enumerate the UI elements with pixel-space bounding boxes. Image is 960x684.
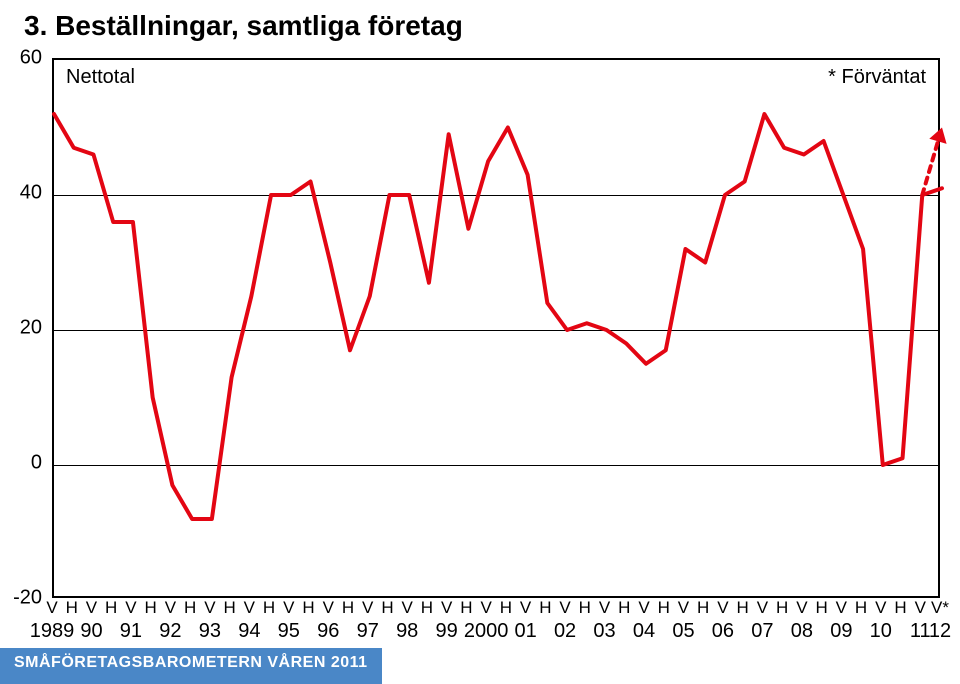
x-vh-label: H bbox=[342, 598, 354, 618]
y-tick-label: 60 bbox=[20, 47, 42, 70]
x-vh-label: V* bbox=[931, 598, 949, 618]
x-year-label: 09 bbox=[830, 620, 852, 643]
x-vh-label: H bbox=[618, 598, 630, 618]
x-vh-label: H bbox=[145, 598, 157, 618]
x-vh-label: H bbox=[737, 598, 749, 618]
x-vh-label: H bbox=[302, 598, 314, 618]
x-year-label: 11 bbox=[910, 620, 931, 643]
x-vh-label: H bbox=[421, 598, 433, 618]
x-vh-label: H bbox=[500, 598, 512, 618]
x-vh-label: V bbox=[520, 598, 531, 618]
x-vh-label: V bbox=[362, 598, 373, 618]
x-year-label: 07 bbox=[751, 620, 773, 643]
x-year-label: 94 bbox=[238, 620, 260, 643]
x-vh-label: V bbox=[757, 598, 768, 618]
x-vh-label: V bbox=[86, 598, 97, 618]
x-vh-label: V bbox=[480, 598, 491, 618]
footer-bar: SMÅFÖRETAGSBAROMETERN VÅREN 2011 bbox=[0, 648, 382, 684]
line-series bbox=[54, 60, 942, 600]
x-vh-label: V bbox=[915, 598, 926, 618]
x-vh-label: V bbox=[283, 598, 294, 618]
x-vh-label: H bbox=[66, 598, 78, 618]
x-vh-label: H bbox=[105, 598, 117, 618]
x-vh-label: H bbox=[223, 598, 235, 618]
x-year-label: 2000 bbox=[464, 620, 509, 643]
x-vh-label: H bbox=[460, 598, 472, 618]
x-vh-label: H bbox=[381, 598, 393, 618]
x-year-label: 99 bbox=[436, 620, 458, 643]
x-year-label: 06 bbox=[712, 620, 734, 643]
x-vh-label: V bbox=[836, 598, 847, 618]
x-year-label: 12 bbox=[929, 620, 951, 643]
plot-area: -200204060 Nettotal * Förväntat bbox=[52, 58, 940, 598]
x-vh-label: H bbox=[815, 598, 827, 618]
x-vh-label: H bbox=[697, 598, 709, 618]
x-vh-label: H bbox=[579, 598, 591, 618]
x-vh-label: V bbox=[559, 598, 570, 618]
x-year-label: 90 bbox=[80, 620, 102, 643]
x-year-label: 01 bbox=[514, 620, 536, 643]
x-vh-label: H bbox=[855, 598, 867, 618]
y-tick-label: 40 bbox=[20, 182, 42, 205]
x-vh-label: V bbox=[46, 598, 57, 618]
x-year-label: 05 bbox=[672, 620, 694, 643]
x-year-label: 98 bbox=[396, 620, 418, 643]
x-year-label: 95 bbox=[278, 620, 300, 643]
x-vh-label: V bbox=[323, 598, 334, 618]
x-vh-label: H bbox=[894, 598, 906, 618]
x-year-label: 03 bbox=[593, 620, 615, 643]
y-tick-label: -20 bbox=[13, 587, 42, 610]
x-vh-label: H bbox=[658, 598, 670, 618]
x-year-label: 02 bbox=[554, 620, 576, 643]
x-year-label: 97 bbox=[357, 620, 379, 643]
x-vh-label: V bbox=[599, 598, 610, 618]
x-year-label: 93 bbox=[199, 620, 221, 643]
x-vh-label: V bbox=[796, 598, 807, 618]
x-vh-label: V bbox=[165, 598, 176, 618]
x-year-label: 92 bbox=[159, 620, 181, 643]
x-year-label: 10 bbox=[870, 620, 892, 643]
x-year-label: 04 bbox=[633, 620, 655, 643]
x-vh-label: V bbox=[441, 598, 452, 618]
x-vh-label: V bbox=[678, 598, 689, 618]
x-year-label: 08 bbox=[791, 620, 813, 643]
x-vh-label: V bbox=[875, 598, 886, 618]
x-vh-label: H bbox=[539, 598, 551, 618]
plot-frame: Nettotal * Förväntat bbox=[52, 58, 940, 598]
x-vh-label: V bbox=[204, 598, 215, 618]
x-vh-label: V bbox=[402, 598, 413, 618]
chart-title: 3. Beställningar, samtliga företag bbox=[24, 10, 463, 42]
x-vh-label: H bbox=[263, 598, 275, 618]
x-year-label: 1989 bbox=[30, 620, 75, 643]
page: 3. Beställningar, samtliga företag -2002… bbox=[0, 0, 960, 684]
x-vh-label: V bbox=[717, 598, 728, 618]
x-year-label: 91 bbox=[120, 620, 142, 643]
x-year-label: 96 bbox=[317, 620, 339, 643]
x-vh-label: V bbox=[125, 598, 136, 618]
y-tick-label: 20 bbox=[20, 317, 42, 340]
x-vh-label: V bbox=[244, 598, 255, 618]
x-vh-label: V bbox=[638, 598, 649, 618]
y-tick-label: 0 bbox=[31, 452, 42, 475]
x-vh-label: H bbox=[184, 598, 196, 618]
x-vh-label: H bbox=[776, 598, 788, 618]
